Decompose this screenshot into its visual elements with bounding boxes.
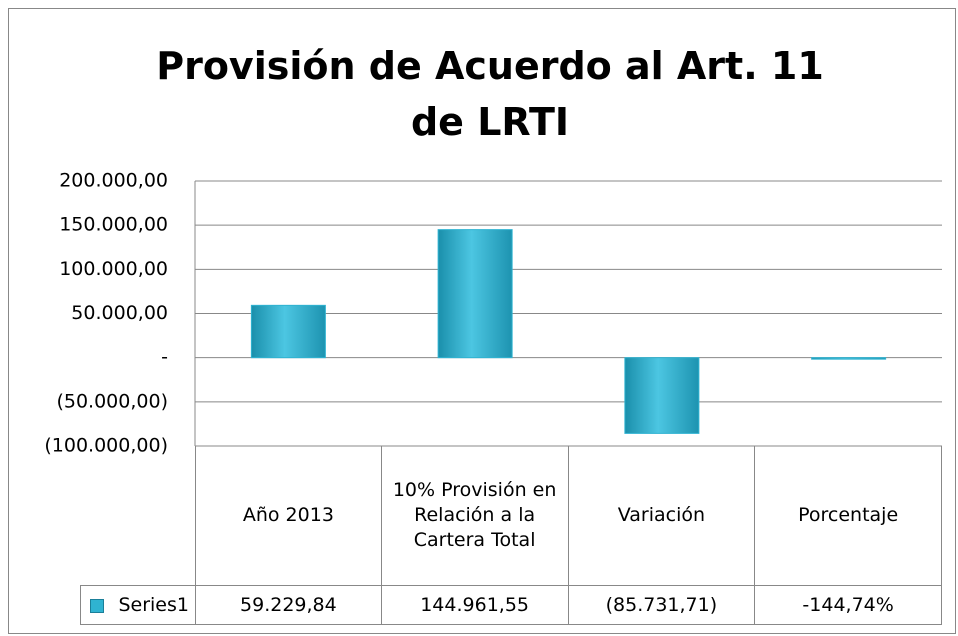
data-table-value: 59.229,84 — [195, 585, 382, 625]
x-tick-label: Año 2013 — [195, 446, 382, 585]
y-tick-label: 200.000,00 — [59, 170, 168, 192]
y-tick-label: 50.000,00 — [71, 302, 168, 324]
x-tick-label: Variación — [569, 446, 756, 585]
chart-title: Provisión de Acuerdo al Art. 11 de LRTI — [156, 44, 824, 144]
legend-entry — [80, 585, 195, 625]
legend-label: Series1 — [80, 585, 195, 625]
bar — [624, 357, 700, 434]
y-tick-label: - — [161, 346, 168, 368]
y-tick-label: 150.000,00 — [59, 214, 168, 236]
x-tick-label: 10% Provisión en Relación a la Cartera T… — [382, 446, 569, 585]
bar — [811, 357, 887, 360]
data-table-value: 144.961,55 — [381, 585, 569, 625]
y-tick-label: (50.000,00) — [56, 390, 168, 412]
legend-swatch — [90, 599, 104, 613]
y-tick-label: (100.000,00) — [44, 435, 168, 457]
y-tick-label: 100.000,00 — [59, 258, 168, 280]
bar — [437, 229, 513, 359]
data-table-value: -144,74% — [755, 585, 942, 625]
chart-frame — [8, 8, 956, 634]
bar — [250, 304, 326, 359]
data-table-value: (85.731,71) — [568, 585, 756, 625]
x-tick-label: Porcentaje — [755, 446, 942, 585]
